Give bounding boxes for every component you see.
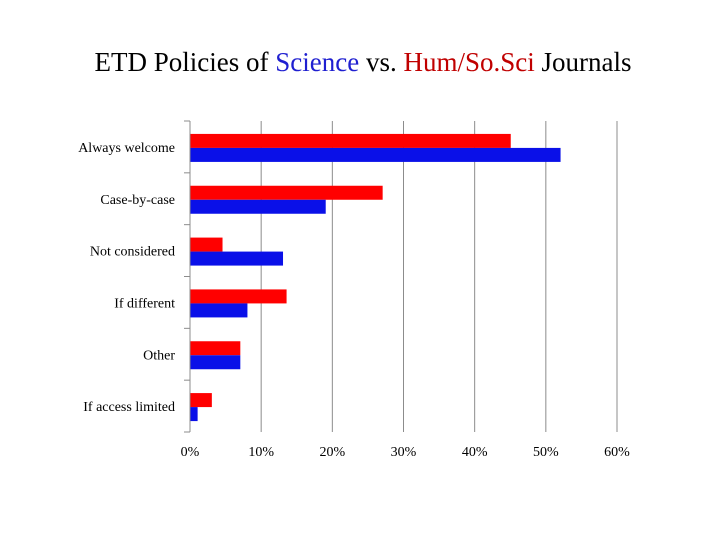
- x-tick-labels: 0% 10% 20% 30% 40% 50% 60%: [181, 445, 631, 460]
- category-label: If access limited: [83, 400, 175, 415]
- category-label: If different: [114, 296, 175, 311]
- bar-science-4: [190, 355, 241, 370]
- x-tick-label: 30%: [391, 445, 417, 460]
- category-label: Case-by-case: [100, 193, 175, 208]
- title-part-2: vs.: [359, 47, 403, 77]
- chart-title: ETD Policies of Science vs. Hum/So.Sci J…: [95, 47, 632, 77]
- bar-science-5: [190, 407, 198, 422]
- title-part-0: ETD Policies of: [95, 47, 276, 77]
- bar-hum-so-sci-0: [190, 133, 511, 148]
- y-axis: [184, 120, 191, 433]
- category-label: Always welcome: [78, 141, 175, 156]
- bar-hum-so-sci-5: [190, 393, 212, 408]
- x-tick-label: 20%: [319, 445, 345, 460]
- title-part-4: Journals: [535, 47, 632, 77]
- x-tick-label: 40%: [462, 445, 488, 460]
- x-tick-label: 10%: [248, 445, 274, 460]
- category-labels: Always welcome Case-by-case Not considered…: [78, 141, 175, 415]
- bars: [190, 133, 561, 422]
- x-tick-label: 0%: [181, 445, 200, 460]
- bar-hum-so-sci-4: [190, 341, 241, 356]
- x-tick-label: 60%: [604, 445, 630, 460]
- title-part-3: Hum/So.Sci: [403, 47, 534, 77]
- bar-hum-so-sci-3: [190, 289, 287, 304]
- bar-science-2: [190, 251, 284, 266]
- title-part-1: Science: [275, 47, 359, 77]
- gridlines: [260, 121, 618, 432]
- category-label: Not considered: [90, 245, 175, 260]
- bar-science-3: [190, 303, 248, 318]
- bar-science-1: [190, 199, 326, 214]
- category-label: Other: [143, 348, 175, 363]
- bar-science-0: [190, 147, 561, 162]
- bar-hum-so-sci-1: [190, 185, 383, 200]
- x-tick-label: 50%: [533, 445, 559, 460]
- bar-hum-so-sci-2: [190, 237, 223, 252]
